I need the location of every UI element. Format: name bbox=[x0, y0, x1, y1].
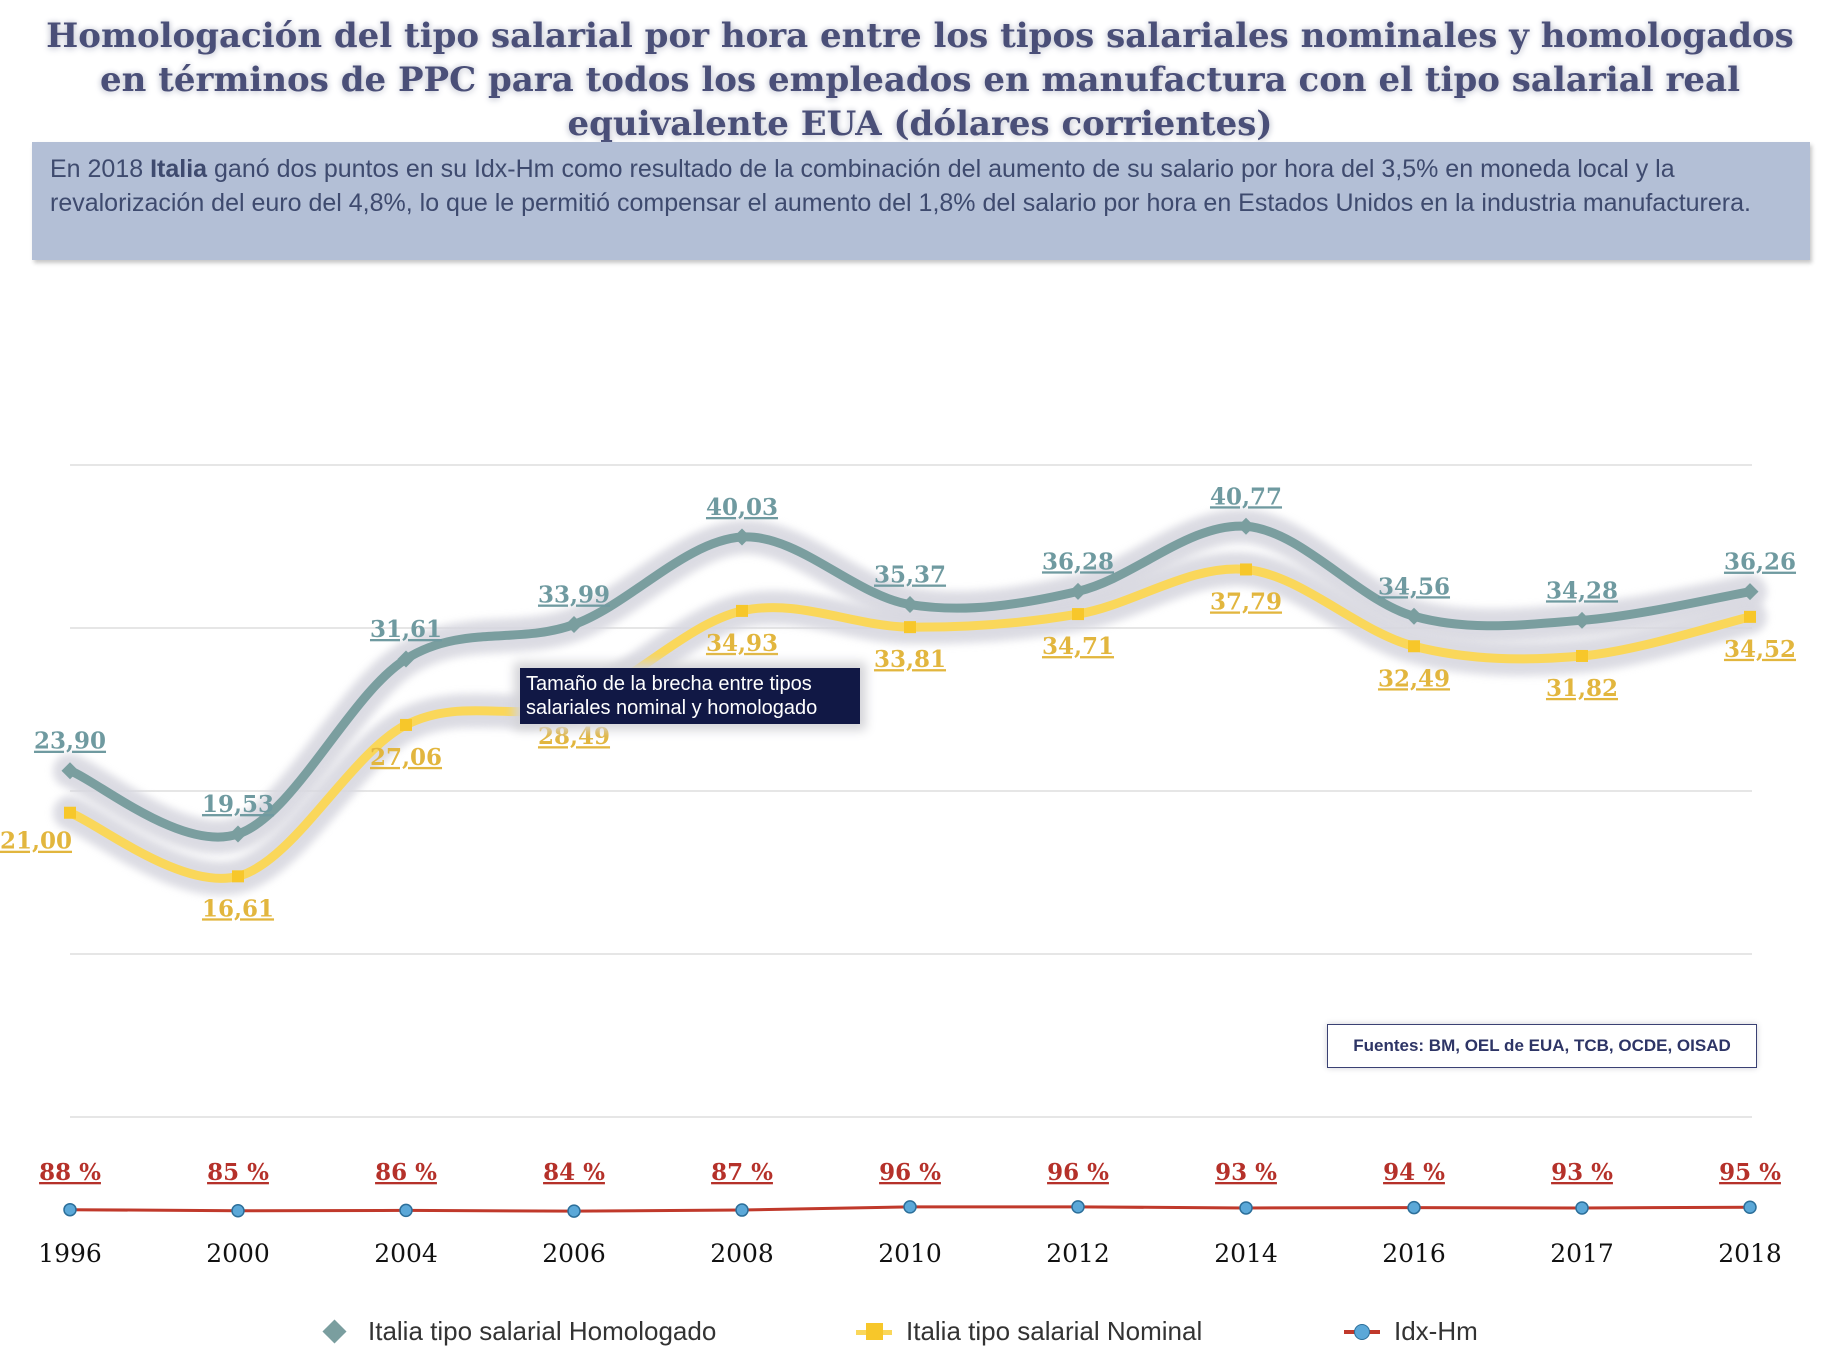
homologado-series-line bbox=[65, 521, 1755, 842]
homologado-data-label: 31,61 bbox=[370, 616, 442, 643]
x-tick-label: 2016 bbox=[1382, 1239, 1446, 1268]
homologado-point[interactable] bbox=[565, 616, 583, 634]
x-tick-label: 2000 bbox=[206, 1239, 270, 1268]
idx-point[interactable] bbox=[231, 1204, 245, 1218]
homologado-data-label: 36,28 bbox=[1042, 548, 1114, 575]
nominal-data-label: 21,00 bbox=[0, 828, 72, 855]
idx-point[interactable] bbox=[63, 1202, 77, 1217]
homologado-data-label: 40,03 bbox=[706, 494, 778, 521]
nominal-data-label: 32,49 bbox=[1378, 665, 1450, 692]
nominal-series-line bbox=[65, 564, 1755, 883]
nominal-point[interactable] bbox=[232, 870, 244, 883]
x-tick-label: 2008 bbox=[710, 1239, 774, 1268]
square-icon bbox=[856, 1318, 892, 1346]
homologado-point[interactable] bbox=[1573, 611, 1591, 629]
nominal-point[interactable] bbox=[1744, 610, 1756, 623]
circle-icon bbox=[1344, 1318, 1380, 1346]
homologado-point[interactable] bbox=[229, 825, 247, 843]
note-prefix: En 2018 bbox=[50, 155, 151, 183]
homologado-data-label: 23,90 bbox=[34, 728, 106, 755]
legend-item-homologado[interactable]: Italia tipo salarial Homologado bbox=[318, 1316, 716, 1347]
note-country: Italia bbox=[150, 155, 208, 183]
nominal-data-label: 33,81 bbox=[874, 646, 946, 673]
nominal-data-label: 31,82 bbox=[1546, 675, 1618, 702]
idx-point[interactable] bbox=[1743, 1200, 1757, 1214]
nominal-data-label: 34,93 bbox=[706, 630, 778, 657]
nominal-data-label: 37,79 bbox=[1210, 588, 1282, 615]
sources-box: Fuentes: BM, OEL de EUA, TCB, OCDE, OISA… bbox=[1327, 1024, 1757, 1068]
legend-label-homologado: Italia tipo salarial Homologado bbox=[368, 1316, 717, 1346]
x-tick-label: 2004 bbox=[374, 1239, 438, 1268]
x-tick-label: 2006 bbox=[542, 1239, 606, 1268]
x-tick-label: 2017 bbox=[1550, 1239, 1614, 1268]
gap-tooltip: Tamaño de la brecha entre tipos salarial… bbox=[520, 668, 860, 724]
idx-data-label: 96 % bbox=[879, 1159, 941, 1186]
legend-label-idx: Idx-Hm bbox=[1394, 1316, 1478, 1346]
homologado-data-label: 34,28 bbox=[1546, 577, 1618, 604]
nominal-point[interactable] bbox=[904, 621, 916, 634]
idx-data-label: 93 % bbox=[1215, 1159, 1277, 1186]
nominal-point[interactable] bbox=[400, 718, 412, 731]
nominal-point[interactable] bbox=[1408, 640, 1420, 653]
homologado-point[interactable] bbox=[1741, 583, 1759, 601]
idx-data-label: 86 % bbox=[375, 1159, 437, 1186]
idx-point[interactable] bbox=[735, 1203, 749, 1217]
homologado-point[interactable] bbox=[1237, 517, 1255, 535]
x-tick-label: 2010 bbox=[878, 1239, 942, 1268]
nominal-point[interactable] bbox=[736, 604, 748, 617]
diamond-icon bbox=[318, 1318, 354, 1346]
homologado-data-label: 40,77 bbox=[1210, 483, 1282, 510]
idx-point[interactable] bbox=[399, 1203, 413, 1218]
legend-item-nominal[interactable]: Italia tipo salarial Nominal bbox=[856, 1316, 1202, 1347]
idx-point[interactable] bbox=[1239, 1201, 1253, 1215]
nominal-point[interactable] bbox=[1240, 563, 1252, 576]
idx-data-label: 96 % bbox=[1047, 1159, 1109, 1186]
idx-data-label: 93 % bbox=[1551, 1159, 1613, 1186]
nominal-data-label: 16,61 bbox=[202, 895, 274, 922]
idx-point[interactable] bbox=[903, 1200, 917, 1214]
nominal-point[interactable] bbox=[1576, 649, 1588, 662]
idx-data-label: 94 % bbox=[1383, 1159, 1445, 1186]
idx-point[interactable] bbox=[1407, 1200, 1421, 1215]
idx-data-label: 85 % bbox=[207, 1159, 269, 1186]
nominal-point[interactable] bbox=[1072, 608, 1084, 621]
homologado-point[interactable] bbox=[1069, 582, 1087, 600]
chart-title: Homologación del tipo salarial por hora … bbox=[46, 16, 1794, 144]
homologado-data-label: 36,26 bbox=[1724, 549, 1796, 576]
x-tick-label: 1996 bbox=[38, 1239, 102, 1268]
homologado-data-label: 19,53 bbox=[202, 791, 274, 818]
homologado-point[interactable] bbox=[733, 528, 751, 546]
x-tick-label: 2012 bbox=[1046, 1239, 1110, 1268]
homologado-data-label: 34,56 bbox=[1378, 573, 1450, 600]
idx-point[interactable] bbox=[1575, 1201, 1589, 1215]
idx-data-label: 84 % bbox=[543, 1159, 605, 1186]
nominal-data-label: 34,71 bbox=[1042, 633, 1114, 660]
x-tick-label: 2014 bbox=[1214, 1239, 1278, 1268]
legend-label-nominal: Italia tipo salarial Nominal bbox=[906, 1316, 1203, 1346]
nominal-data-label: 27,06 bbox=[370, 744, 442, 771]
homologado-point[interactable] bbox=[61, 762, 79, 780]
x-tick-label: 2018 bbox=[1718, 1239, 1782, 1268]
nominal-data-label: 34,52 bbox=[1724, 636, 1796, 663]
idx-point[interactable] bbox=[567, 1204, 581, 1218]
note-text: ganó dos puntos en su Idx-Hm como result… bbox=[50, 155, 1751, 217]
nominal-point[interactable] bbox=[64, 806, 76, 819]
idx-data-label: 88 % bbox=[39, 1159, 101, 1186]
legend-item-idx[interactable]: Idx-Hm bbox=[1344, 1316, 1478, 1347]
homologado-point[interactable] bbox=[397, 650, 415, 668]
idx-data-label: 87 % bbox=[711, 1159, 773, 1186]
idx-point[interactable] bbox=[1071, 1200, 1085, 1214]
homologado-data-label: 33,99 bbox=[538, 582, 610, 609]
homologado-data-label: 35,37 bbox=[874, 562, 946, 589]
commentary-box: En 2018 Italia ganó dos puntos en su Idx… bbox=[32, 142, 1810, 260]
homologado-point[interactable] bbox=[901, 596, 919, 614]
homologado-point[interactable] bbox=[1405, 607, 1423, 625]
idx-data-label: 95 % bbox=[1719, 1159, 1781, 1186]
nominal-data-label: 28,49 bbox=[538, 723, 610, 750]
